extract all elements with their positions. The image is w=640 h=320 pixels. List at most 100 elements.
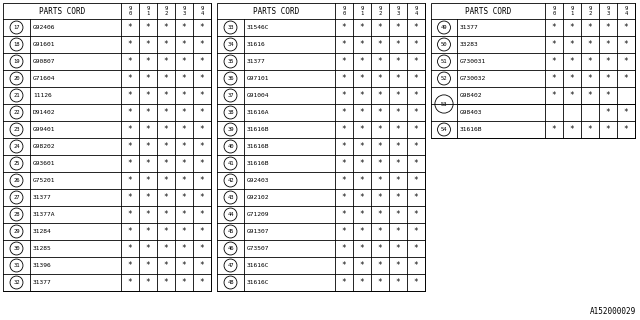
Text: *: * bbox=[342, 244, 346, 253]
Text: 21: 21 bbox=[13, 93, 20, 98]
Text: 31546C: 31546C bbox=[247, 25, 269, 30]
Text: *: * bbox=[360, 142, 364, 151]
Text: *: * bbox=[200, 40, 204, 49]
Text: *: * bbox=[396, 261, 400, 270]
Text: *: * bbox=[164, 23, 168, 32]
Bar bbox=[431, 3, 635, 138]
Text: *: * bbox=[588, 23, 592, 32]
Text: 31377: 31377 bbox=[247, 59, 266, 64]
Text: *: * bbox=[128, 193, 132, 202]
Text: *: * bbox=[200, 23, 204, 32]
Text: *: * bbox=[182, 176, 186, 185]
Text: *: * bbox=[182, 125, 186, 134]
Text: 31284: 31284 bbox=[33, 229, 52, 234]
Text: *: * bbox=[396, 142, 400, 151]
Text: 47: 47 bbox=[227, 263, 234, 268]
Text: *: * bbox=[200, 108, 204, 117]
Text: *: * bbox=[413, 176, 419, 185]
Text: *: * bbox=[360, 159, 364, 168]
Text: *: * bbox=[570, 74, 574, 83]
Text: *: * bbox=[605, 57, 611, 66]
Text: *: * bbox=[164, 142, 168, 151]
Text: PARTS CORD: PARTS CORD bbox=[253, 6, 299, 15]
Text: 33: 33 bbox=[227, 25, 234, 30]
Text: *: * bbox=[146, 74, 150, 83]
Text: 31616B: 31616B bbox=[247, 127, 269, 132]
Text: *: * bbox=[396, 210, 400, 219]
Text: G92102: G92102 bbox=[247, 195, 269, 200]
Text: *: * bbox=[413, 57, 419, 66]
Text: *: * bbox=[342, 108, 346, 117]
Text: *: * bbox=[378, 74, 382, 83]
Text: *: * bbox=[164, 159, 168, 168]
Text: *: * bbox=[570, 40, 574, 49]
Text: *: * bbox=[396, 40, 400, 49]
Text: 27: 27 bbox=[13, 195, 20, 200]
Text: *: * bbox=[128, 261, 132, 270]
Text: 46: 46 bbox=[227, 246, 234, 251]
Text: *: * bbox=[396, 159, 400, 168]
Text: *: * bbox=[378, 227, 382, 236]
Text: *: * bbox=[570, 23, 574, 32]
Text: *: * bbox=[396, 278, 400, 287]
Text: *: * bbox=[570, 125, 574, 134]
Text: 9
4: 9 4 bbox=[200, 6, 204, 16]
Text: 9
3: 9 3 bbox=[606, 6, 610, 16]
Text: *: * bbox=[413, 261, 419, 270]
Text: *: * bbox=[128, 125, 132, 134]
Text: 37: 37 bbox=[227, 93, 234, 98]
Text: *: * bbox=[413, 91, 419, 100]
Text: *: * bbox=[164, 40, 168, 49]
Text: 17: 17 bbox=[13, 25, 20, 30]
Text: 50: 50 bbox=[441, 42, 447, 47]
Text: 29: 29 bbox=[13, 229, 20, 234]
Text: G73507: G73507 bbox=[247, 246, 269, 251]
Text: *: * bbox=[378, 244, 382, 253]
Text: *: * bbox=[342, 23, 346, 32]
Text: *: * bbox=[342, 91, 346, 100]
Text: A152000029: A152000029 bbox=[589, 307, 636, 316]
Text: 9
3: 9 3 bbox=[182, 6, 186, 16]
Text: *: * bbox=[378, 210, 382, 219]
Text: *: * bbox=[164, 227, 168, 236]
Text: *: * bbox=[605, 74, 611, 83]
Text: G730032: G730032 bbox=[460, 76, 486, 81]
Text: *: * bbox=[624, 125, 628, 134]
Text: *: * bbox=[182, 159, 186, 168]
Text: *: * bbox=[342, 125, 346, 134]
Text: *: * bbox=[552, 23, 556, 32]
Text: *: * bbox=[164, 210, 168, 219]
Text: *: * bbox=[182, 108, 186, 117]
Text: *: * bbox=[342, 40, 346, 49]
Text: *: * bbox=[182, 74, 186, 83]
Text: 9
3: 9 3 bbox=[396, 6, 399, 16]
Text: 43: 43 bbox=[227, 195, 234, 200]
Text: *: * bbox=[378, 142, 382, 151]
Text: *: * bbox=[164, 57, 168, 66]
Text: PARTS CORD: PARTS CORD bbox=[465, 6, 511, 15]
Text: *: * bbox=[146, 227, 150, 236]
Text: 9
0: 9 0 bbox=[342, 6, 346, 16]
Text: 31: 31 bbox=[13, 263, 20, 268]
Text: *: * bbox=[164, 176, 168, 185]
Text: 9
0: 9 0 bbox=[552, 6, 556, 16]
Text: D91402: D91402 bbox=[33, 110, 56, 115]
Text: *: * bbox=[146, 193, 150, 202]
Text: *: * bbox=[396, 91, 400, 100]
Text: 31616B: 31616B bbox=[247, 161, 269, 166]
Text: *: * bbox=[128, 74, 132, 83]
Text: 36: 36 bbox=[227, 76, 234, 81]
Text: PARTS CORD: PARTS CORD bbox=[39, 6, 85, 15]
Text: 31377: 31377 bbox=[33, 195, 52, 200]
Text: *: * bbox=[605, 23, 611, 32]
Text: 9
2: 9 2 bbox=[378, 6, 381, 16]
Text: *: * bbox=[182, 261, 186, 270]
Text: G93601: G93601 bbox=[33, 161, 56, 166]
Text: *: * bbox=[182, 142, 186, 151]
Text: *: * bbox=[200, 57, 204, 66]
Text: *: * bbox=[128, 227, 132, 236]
Text: G71604: G71604 bbox=[33, 76, 56, 81]
Text: *: * bbox=[552, 40, 556, 49]
Text: *: * bbox=[378, 91, 382, 100]
Text: *: * bbox=[146, 57, 150, 66]
